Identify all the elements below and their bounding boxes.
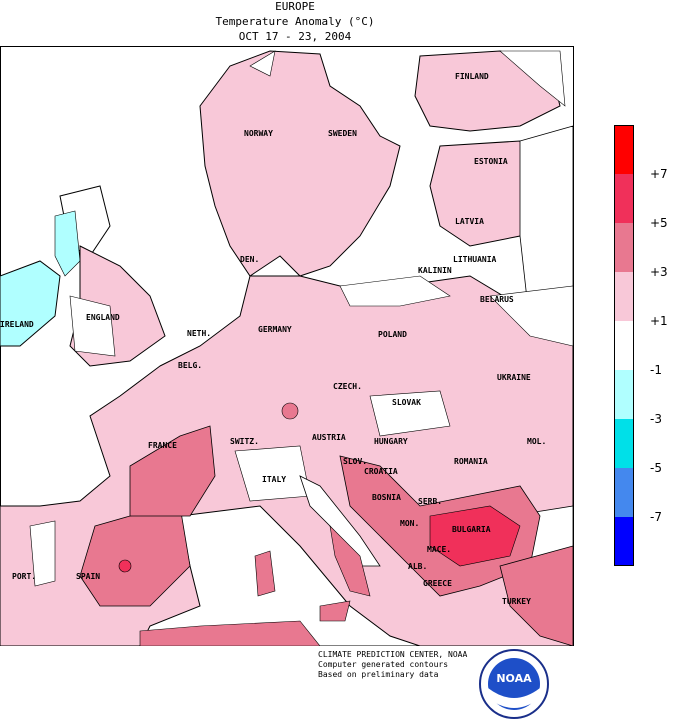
label-den: DEN. bbox=[240, 255, 259, 264]
legend-swatch bbox=[615, 126, 633, 174]
legend-swatch bbox=[615, 517, 633, 565]
mediterranean-sea bbox=[139, 505, 421, 646]
legend-label: -3 bbox=[650, 412, 662, 426]
label-france: FRANCE bbox=[148, 441, 177, 450]
label-england: ENGLAND bbox=[86, 313, 120, 322]
legend-swatch bbox=[615, 321, 633, 370]
label-latvia: LATVIA bbox=[455, 217, 484, 226]
austria-warm-spot bbox=[281, 402, 299, 420]
label-sweden: SWEDEN bbox=[328, 129, 357, 138]
label-poland: POLAND bbox=[378, 330, 407, 339]
france-warm-zone bbox=[129, 425, 216, 517]
scandinavia-land bbox=[199, 50, 401, 277]
label-norway: NORWAY bbox=[244, 129, 273, 138]
legend-swatch bbox=[615, 370, 633, 419]
north-africa-warm-zone bbox=[139, 620, 321, 646]
credit-line: Based on preliminary data bbox=[318, 670, 439, 679]
label-bulgaria: BULGARIA bbox=[452, 525, 491, 534]
legend-label: -7 bbox=[650, 510, 662, 524]
turkey-warm-zone bbox=[499, 545, 574, 646]
portugal-white-zone bbox=[29, 520, 56, 587]
label-serb: SERB. bbox=[418, 497, 442, 506]
label-neth: NETH. bbox=[187, 329, 211, 338]
label-estonia: ESTONIA bbox=[474, 157, 508, 166]
map-subtitle: Temperature Anomaly (°C) bbox=[215, 15, 375, 28]
finland-white bbox=[499, 50, 566, 107]
sardinia-warm-zone bbox=[254, 550, 276, 597]
label-romania: ROMANIA bbox=[454, 457, 488, 466]
legend-swatch bbox=[615, 468, 633, 517]
credit-line: Computer generated contours bbox=[318, 660, 449, 669]
credit-line: CLIMATE PREDICTION CENTER, NOAA bbox=[318, 650, 468, 659]
legend-label: +1 bbox=[650, 314, 668, 328]
legend-swatch bbox=[615, 223, 633, 272]
spain-warm-spot bbox=[118, 559, 132, 573]
noaa-logo-icon: NOAA bbox=[479, 649, 549, 719]
label-switz: SWITZ. bbox=[230, 437, 259, 446]
legend-swatch bbox=[615, 174, 633, 223]
sicily-warm-zone bbox=[319, 600, 351, 622]
label-mon: MON. bbox=[400, 519, 419, 528]
legend-label: +5 bbox=[650, 216, 668, 230]
legend-label: +3 bbox=[650, 265, 668, 279]
map-title: EUROPE bbox=[275, 0, 315, 13]
legend-swatch bbox=[615, 272, 633, 321]
label-ireland: IRELAND bbox=[0, 320, 34, 329]
england-west-white bbox=[69, 295, 116, 357]
legend-label: -5 bbox=[650, 461, 662, 475]
label-port: PORT. bbox=[12, 572, 36, 581]
adriatic-sea bbox=[299, 475, 381, 567]
label-spain: SPAIN bbox=[76, 572, 100, 581]
norway-north-white bbox=[249, 50, 276, 77]
label-croatia: CROATIA bbox=[364, 467, 398, 476]
label-slovak: SLOVAK bbox=[392, 398, 421, 407]
label-greece: GREECE bbox=[423, 579, 452, 588]
label-germany: GERMANY bbox=[258, 325, 292, 334]
ireland-land bbox=[0, 260, 61, 347]
label-alb: ALB. bbox=[408, 562, 427, 571]
label-italy: ITALY bbox=[262, 475, 286, 484]
map-date-range: OCT 17 - 23, 2004 bbox=[238, 30, 352, 43]
scotland-west-cyan bbox=[54, 210, 81, 277]
legend-label: +7 bbox=[650, 167, 668, 181]
ukraine-east-white bbox=[489, 285, 574, 347]
slovakia-white bbox=[369, 390, 451, 437]
label-mace: MACE. bbox=[427, 545, 451, 554]
legend-label: -1 bbox=[650, 363, 662, 377]
label-lithuania: LITHUANIA bbox=[453, 255, 497, 264]
label-hungary: HUNGARY bbox=[374, 437, 408, 446]
label-mol: MOL. bbox=[527, 437, 546, 446]
label-slov: SLOV. bbox=[343, 457, 367, 466]
label-belarus: BELARUS bbox=[480, 295, 514, 304]
label-czech: CZECH. bbox=[333, 382, 362, 391]
logo-text: NOAA bbox=[496, 672, 532, 685]
label-turkey: TURKEY bbox=[502, 597, 531, 606]
label-finland: FINLAND bbox=[455, 72, 489, 81]
color-legend bbox=[614, 125, 634, 566]
poland-north-white bbox=[339, 275, 451, 307]
europe-anomaly-map: FINLAND NORWAY SWEDEN ESTONIA LATVIA LIT… bbox=[0, 46, 574, 646]
label-bosnia: BOSNIA bbox=[372, 493, 401, 502]
label-austria: AUSTRIA bbox=[312, 433, 346, 442]
label-ukraine: UKRAINE bbox=[497, 373, 531, 382]
legend-swatch bbox=[615, 419, 633, 468]
label-belg: BELG. bbox=[178, 361, 202, 370]
bulgaria-hot-zone bbox=[429, 505, 521, 567]
italy-south-warm-zone bbox=[329, 525, 371, 597]
label-kalinin: KALININ bbox=[418, 266, 452, 275]
